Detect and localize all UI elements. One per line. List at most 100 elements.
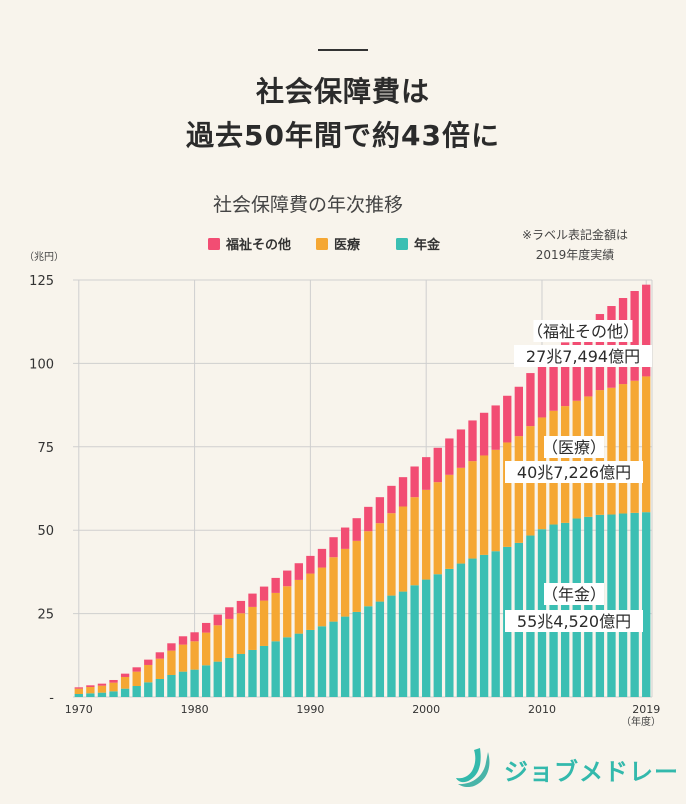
bar-2004-series-0 (468, 558, 477, 697)
bar-2015-series-0 (595, 514, 605, 697)
x-tick-label: 2000 (412, 703, 440, 716)
bar-1972-series-2 (97, 683, 107, 686)
bar-1997-series-1 (387, 513, 396, 596)
bar-1991-series-0 (317, 626, 327, 697)
bar-1997-series-0 (387, 595, 396, 697)
annotation-amount-bg (514, 345, 652, 367)
bar-1973-series-0 (109, 691, 118, 697)
bar-1974-series-0 (120, 688, 130, 697)
legend-swatch (208, 238, 220, 250)
chart-legend: 福祉その他 医療 年金 (208, 237, 441, 253)
top-rule (318, 49, 368, 51)
bar-1984-series-0 (236, 653, 246, 697)
bar-2000-series-1 (422, 489, 431, 580)
bar-1983-series-1 (225, 618, 234, 658)
chart-title: 社会保障費の年次推移 (213, 194, 403, 216)
bar-1995-series-1 (364, 531, 373, 607)
bar-1996-series-2 (375, 497, 385, 524)
bar-2001-series-0 (433, 574, 442, 697)
bar-1979-series-0 (178, 671, 188, 697)
y-tick-label: 50 (37, 524, 54, 539)
bar-1993-series-2 (340, 527, 350, 549)
bar-2016-series-1 (607, 387, 616, 515)
bar-1981-series-1 (202, 632, 211, 666)
bar-1970-series-0 (74, 693, 83, 697)
bar-1986-series-1 (259, 600, 269, 646)
brand-logo: ジョブメドレー (452, 744, 678, 790)
annotation-amount: 55兆4,520億円 (517, 612, 631, 631)
bar-1980-series-2 (190, 632, 199, 642)
bar-1990-series-0 (306, 629, 315, 697)
bar-1974-series-1 (120, 676, 130, 689)
bar-2010-series-2 (537, 360, 547, 418)
bar-1986-series-0 (259, 645, 269, 697)
bar-1972-series-0 (97, 692, 107, 697)
legend-swatch (396, 238, 408, 250)
headline-line-1: 社会保障費は (255, 75, 430, 108)
bar-2018-series-2 (630, 291, 639, 381)
bar-1972-series-1 (97, 685, 107, 693)
bar-1982-series-2 (213, 614, 222, 626)
bar-1985-series-1 (248, 606, 257, 650)
annotation-amount: 40兆7,226億円 (517, 463, 631, 482)
bar-1988-series-2 (283, 570, 292, 587)
bar-1985-series-2 (248, 593, 257, 607)
bar-2012-series-0 (560, 522, 570, 697)
bar-1975-series-1 (132, 671, 141, 686)
annotations: （福祉その他） 27兆7,494億円 （医療） 40兆7,226億円 （年金） 55兆4,… (505, 320, 652, 632)
bar-1981-series-0 (202, 665, 211, 697)
bar-2002-series-2 (445, 438, 454, 475)
bar-2019-series-1 (642, 376, 651, 513)
bar-2004-series-1 (468, 461, 477, 559)
legend-label: 年金 (414, 237, 441, 253)
bar-1992-series-0 (329, 621, 338, 697)
bar-1989-series-0 (294, 633, 303, 697)
bar-1975-series-2 (132, 667, 141, 672)
annotation-label-bg (544, 436, 604, 458)
bar-1979-series-2 (178, 636, 188, 645)
bar-1990-series-1 (306, 573, 315, 630)
bar-1998-series-1 (398, 506, 408, 592)
bar-2000-series-2 (422, 457, 431, 490)
bar-2005-series-0 (479, 554, 489, 697)
bar-1991-series-2 (317, 548, 327, 568)
bar-1989-series-2 (294, 563, 303, 580)
bar-2003-series-2 (456, 429, 466, 468)
x-tick-label: 2010 (528, 703, 556, 716)
bar-1994-series-0 (352, 611, 361, 697)
bar-1982-series-0 (213, 661, 222, 697)
bar-1970-series-1 (74, 688, 83, 694)
chart-note-line-2: 2019年度実績 (536, 247, 615, 262)
legend-label: 福祉その他 (225, 237, 291, 253)
bar-1998-series-2 (398, 477, 408, 507)
annotation-amount-bg (505, 610, 643, 632)
bar-2005-series-2 (479, 412, 489, 456)
bar-2006-series-2 (491, 405, 500, 450)
bar-2003-series-0 (456, 563, 466, 697)
bar-1977-series-2 (155, 652, 165, 659)
bar-2007-series-1 (503, 442, 512, 547)
bar-2012-series-2 (560, 342, 570, 407)
bar-1974-series-2 (120, 673, 130, 677)
bar-2014-series-0 (584, 516, 593, 697)
bar-1995-series-2 (364, 506, 373, 532)
annotation-amount-bg (505, 461, 643, 483)
y-tick-label: 25 (37, 608, 54, 623)
y-tick-label: 125 (29, 274, 54, 289)
bar-1996-series-0 (375, 601, 385, 697)
bar-2019-series-0 (642, 512, 651, 697)
bar-2003-series-1 (456, 467, 466, 564)
bar-1977-series-1 (155, 658, 165, 679)
bar-1976-series-0 (144, 682, 153, 697)
y-tick-label: 75 (37, 441, 54, 456)
bar-1997-series-2 (387, 485, 396, 514)
bar-1986-series-2 (259, 586, 269, 601)
bar-1971-series-2 (86, 685, 95, 687)
bar-2011-series-2 (549, 350, 558, 411)
bar-1976-series-2 (144, 659, 153, 665)
bar-1981-series-2 (202, 622, 211, 633)
bar-1995-series-0 (364, 606, 373, 697)
y-tick-label: 100 (29, 357, 54, 372)
bar-2018-series-0 (630, 512, 639, 697)
bar-1988-series-1 (283, 586, 292, 638)
